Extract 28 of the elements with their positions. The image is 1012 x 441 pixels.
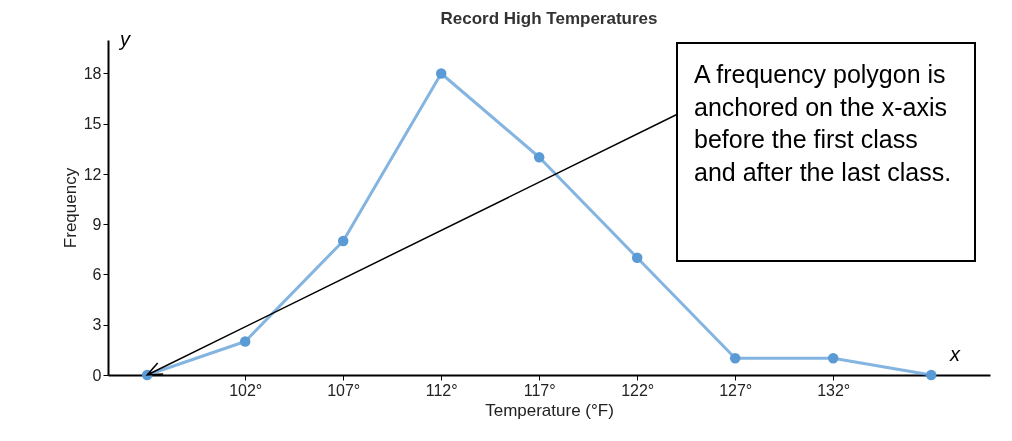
y-tick-label: 6 <box>92 266 102 283</box>
annotation: x <box>950 343 960 366</box>
y-axis-title: Frequency <box>60 167 80 249</box>
y-tick-label: 12 <box>83 165 102 183</box>
y-tick-label: 18 <box>83 65 102 82</box>
point <box>533 152 545 163</box>
x-axis-title: Temperature (°F) <box>485 400 614 420</box>
x-tick-label: 132° <box>817 381 851 399</box>
y-tick-label: 15 <box>83 115 102 133</box>
x-tick-label: 117° <box>523 381 556 399</box>
y-tick-label: 0 <box>92 366 102 384</box>
y-tick-label: 9 <box>92 215 102 233</box>
annotation: y <box>120 28 130 51</box>
x-tick-label: 127° <box>719 381 753 399</box>
y-tick-label: 3 <box>92 316 102 334</box>
point <box>925 369 937 381</box>
x-tick-label: 122° <box>621 381 655 399</box>
point <box>631 252 643 263</box>
point <box>239 336 251 347</box>
x-tick-label: 107° <box>327 381 361 399</box>
point <box>337 235 349 247</box>
x-tick-label: 112° <box>425 381 458 399</box>
chart-title: Record High Temperatures <box>440 9 658 28</box>
point <box>729 353 741 364</box>
point <box>435 68 447 79</box>
x-tick-label: 102° <box>229 381 263 399</box>
point <box>827 353 839 364</box>
callout-box: A frequency polygon is anchored on the x-axis before the first class and after the last class. <box>676 42 976 262</box>
